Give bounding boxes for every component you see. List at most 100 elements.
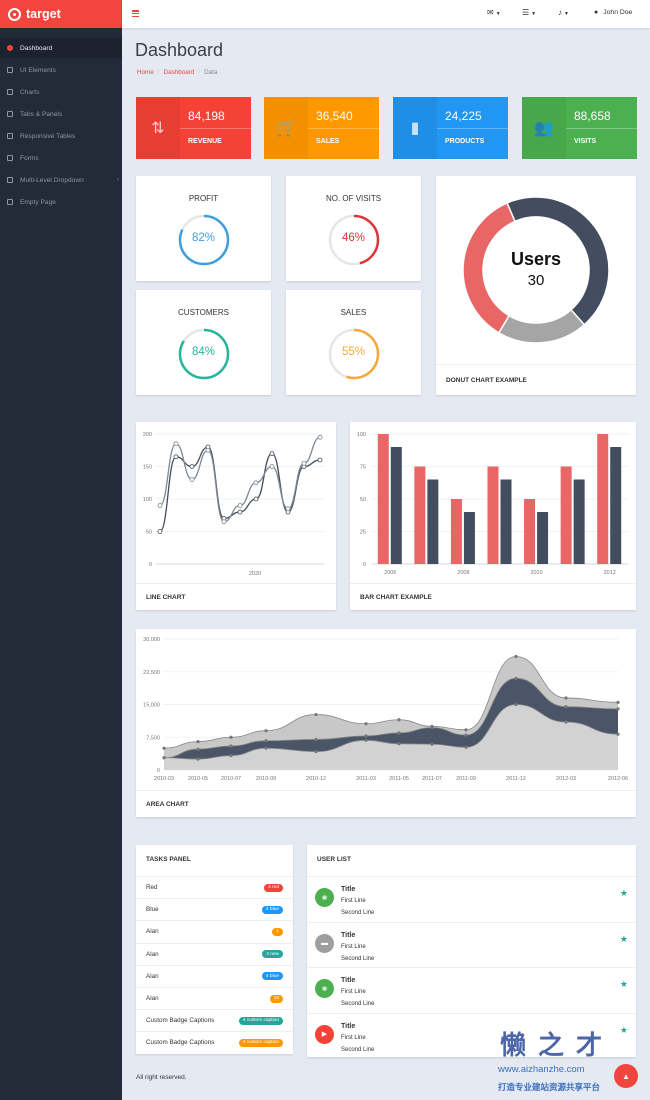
sidebar-item-empty-page[interactable]: Empty Page: [0, 192, 122, 212]
user-second-line: Second Line: [341, 1001, 375, 1007]
x-tick-label: 2010-12: [306, 776, 326, 782]
line-point: [285, 506, 291, 512]
star-icon[interactable]: ★: [619, 933, 628, 944]
bar: [427, 479, 439, 564]
user-title: Title: [341, 977, 356, 984]
revenue-stat-card[interactable]: ⇅ 84,198 REVENUE: [136, 97, 251, 159]
bar: [487, 466, 499, 564]
stat-value: 36,540: [316, 109, 353, 123]
sidebar-item-dashboard[interactable]: Dashboard: [0, 38, 122, 58]
line-point: [189, 477, 195, 482]
area-fill: [164, 704, 618, 770]
hamburger-menu-icon[interactable]: [132, 10, 139, 17]
user-second-line: Second Line: [341, 1046, 375, 1053]
task-item[interactable]: Alan 4 blue: [136, 964, 293, 987]
sidebar-item-label: Empty Page: [20, 198, 56, 206]
line-point: [269, 464, 275, 469]
line-point: [237, 509, 243, 515]
leaf-icon: ❀: [315, 979, 334, 998]
area-point: [314, 737, 318, 742]
user-title: Title: [341, 931, 356, 939]
line-point: [157, 529, 163, 534]
responsive-tables-icon: [7, 133, 13, 139]
envelope-icon[interactable]: ✉ ▼: [487, 8, 501, 17]
user-list-item[interactable]: ▬ Title First Line Second Line ★: [307, 921, 636, 967]
sidebar-item-tabs-panels[interactable]: Tabs & Panels: [0, 104, 122, 124]
sidebar-item-charts[interactable]: Charts: [0, 82, 122, 102]
task-badge: 4 red: [264, 883, 283, 892]
bar: [573, 479, 585, 564]
area-point: [564, 696, 568, 700]
task-badge: 1: [272, 927, 283, 936]
progress-arc: [178, 328, 230, 380]
sidebar-item-multi-level-dropdown[interactable]: Multi-Level Dropdown ‹: [0, 170, 122, 190]
user-first-line: First Line: [341, 898, 366, 904]
area-chart-card: 0 7,500 15,000 22,500 30,000 2010-03 2010-05 20…: [136, 629, 636, 817]
star-icon[interactable]: ★: [619, 1024, 628, 1035]
area-point: [196, 747, 200, 751]
bar: [463, 512, 475, 564]
y-tick-label: 25: [360, 530, 366, 536]
y-tick-label: 50: [146, 530, 152, 536]
sidebar-item-label: Charts: [20, 88, 40, 96]
task-item[interactable]: Blue 4 blue: [136, 898, 293, 920]
sidebar-item-ui-elements[interactable]: UI Elements: [0, 60, 122, 80]
star-icon[interactable]: ★: [619, 888, 628, 898]
back-to-top-button[interactable]: ▲: [614, 1064, 638, 1088]
task-item[interactable]: Custom Badge Captions 4 custom caption: [136, 1031, 293, 1053]
brand-name: target: [26, 7, 61, 21]
donut-slice: [497, 308, 586, 344]
x-tick-label: 2011-12: [506, 776, 526, 782]
breadcrumb-dashboard[interactable]: Dashboard: [163, 69, 195, 76]
x-tick-label: 2020: [249, 571, 261, 577]
profit-card: PROFIT 82%: [136, 176, 271, 281]
task-item[interactable]: Alan 1: [136, 920, 293, 942]
line-point: [253, 480, 259, 486]
task-item[interactable]: Red 4 red: [136, 876, 293, 898]
task-item[interactable]: Custom Badge Captions 4 custom caption: [136, 1009, 293, 1031]
line-point: [157, 503, 163, 508]
bar: [610, 447, 622, 564]
target-icon: [8, 7, 21, 21]
y-tick-label: 100: [357, 432, 366, 438]
task-item[interactable]: Alan 18: [136, 987, 293, 1009]
user-list-item[interactable]: ▶ Title First Line Second Line ★: [307, 1012, 636, 1058]
sidebar-item-label: Responsive Tables: [20, 132, 76, 140]
area-point: [229, 753, 233, 758]
area-point: [364, 722, 368, 726]
sales-stat-card[interactable]: 🛒 36,540 SALES: [264, 97, 379, 159]
bar-caption: BAR CHART EXAMPLE: [360, 594, 432, 601]
user-list-item[interactable]: ❀ Title First Line Second Line ★: [307, 967, 636, 1012]
sidebar-item-responsive-tables[interactable]: Responsive Tables: [0, 126, 122, 146]
bar: [450, 499, 462, 564]
tasks-icon[interactable]: ☰ ▼: [522, 8, 537, 17]
sidebar: [0, 0, 122, 1100]
area-point: [264, 729, 268, 733]
watermark-title: 懒之才: [500, 1031, 615, 1061]
user-list-panel: USER LIST ❀ Title First Line Second Line ★ ▬ T…: [307, 845, 636, 1057]
user-list-item[interactable]: ❀ Title First Line Second Line ★: [307, 876, 636, 921]
line-point: [269, 451, 275, 456]
task-item[interactable]: Alan 4 new: [136, 942, 293, 965]
bar: [560, 466, 572, 564]
products-stat-card[interactable]: ▮ 24,225 PRODUCTS: [393, 97, 508, 159]
breadcrumb-home[interactable]: Home: [137, 69, 154, 76]
progress-value: 84%: [191, 346, 216, 358]
brand-logo[interactable]: target: [0, 0, 122, 28]
visits-stat-card[interactable]: 👥 88,658 VISITS: [522, 97, 637, 159]
user-name: John Doe: [603, 9, 633, 16]
line-point: [317, 457, 323, 463]
user-menu[interactable]: ● John Doe: [594, 9, 632, 16]
bell-icon[interactable]: ♪ ▼: [558, 8, 569, 17]
sidebar-item-forms[interactable]: Forms: [0, 148, 122, 168]
bar-chart-icon: ▮: [393, 97, 437, 159]
progress-ring: [328, 214, 380, 266]
stat-label: SALES: [316, 138, 340, 145]
area-point: [564, 720, 568, 724]
y-tick-label: 0: [157, 768, 160, 774]
area-point: [364, 738, 368, 742]
star-icon[interactable]: ★: [619, 979, 628, 989]
multi-level-dropdown-icon: [7, 177, 13, 183]
stat-label: VISITS: [574, 138, 597, 145]
charts-icon: [7, 89, 13, 95]
